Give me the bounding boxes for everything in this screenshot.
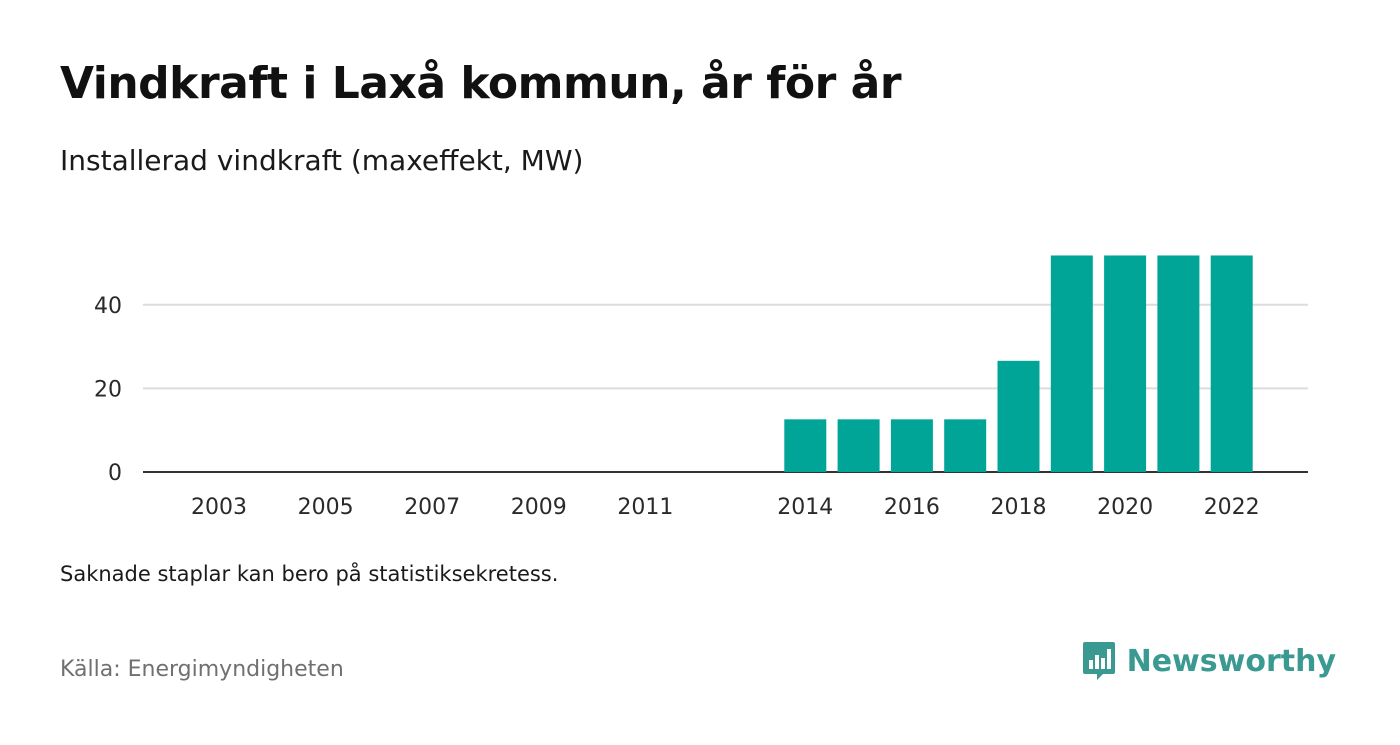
x-tick-label: 2011 xyxy=(617,495,673,520)
bar-2015 xyxy=(837,419,880,472)
bar-2014 xyxy=(784,419,827,472)
y-tick-label: 40 xyxy=(94,294,122,319)
x-tick-label: 2022 xyxy=(1204,495,1260,520)
bar-2019 xyxy=(1050,255,1093,472)
footnote: Saknade staplar kan bero på statistiksek… xyxy=(60,562,559,586)
y-tick-label: 0 xyxy=(108,461,122,486)
bar-2018 xyxy=(997,360,1040,472)
bar-2022 xyxy=(1210,255,1253,472)
x-tick-label: 2020 xyxy=(1097,495,1153,520)
x-tick-label: 2016 xyxy=(884,495,940,520)
brand-name: Newsworthy xyxy=(1126,643,1336,679)
source-text: Källa: Energimyndigheten xyxy=(60,657,344,682)
bar-2016 xyxy=(890,419,933,472)
x-tick-label: 2005 xyxy=(298,495,354,520)
x-tick-label: 2014 xyxy=(777,495,833,520)
x-tick-label: 2007 xyxy=(404,495,460,520)
x-axis-ticks: 2003 2005 2007 2009 2011 2014 2016 2018 2020 2022 xyxy=(191,495,1260,520)
bar-2021 xyxy=(1157,255,1200,472)
x-tick-label: 2009 xyxy=(511,495,567,520)
chart-title: Vindkraft i Laxå kommun, år för år xyxy=(60,58,902,109)
bar-2017 xyxy=(944,419,987,472)
y-axis-ticks: 0 20 40 xyxy=(94,294,122,486)
brand-logo: Newsworthy xyxy=(1081,640,1336,682)
x-tick-label: 2003 xyxy=(191,495,247,520)
y-tick-label: 20 xyxy=(94,377,122,402)
x-tick-label: 2018 xyxy=(991,495,1047,520)
chart-subtitle: Installerad vindkraft (maxeffekt, MW) xyxy=(60,144,584,177)
bar-2020 xyxy=(1104,255,1147,472)
bars xyxy=(784,255,1253,472)
newsworthy-logo-icon xyxy=(1082,642,1115,680)
